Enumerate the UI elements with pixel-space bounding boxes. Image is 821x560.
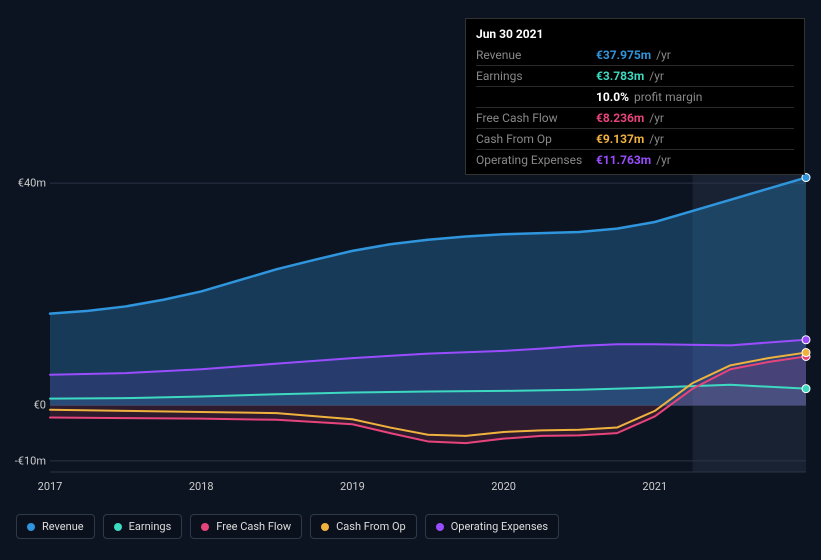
legend-item[interactable]: Revenue (16, 514, 95, 539)
legend-item[interactable]: Free Cash Flow (190, 514, 302, 539)
tooltip-row: Free Cash Flow€8.236m /yr (476, 108, 794, 129)
x-axis-label: 2020 (491, 480, 516, 493)
tooltip-row: Operating Expenses€11.763m /yr (476, 150, 794, 171)
data-tooltip: Jun 30 2021 Revenue€37.975m /yrEarnings€… (465, 18, 805, 175)
x-axis-label: 2017 (38, 480, 63, 493)
tooltip-row: Revenue€37.975m /yr (476, 45, 794, 66)
tooltip-row-value: €3.783m /yr (596, 66, 794, 87)
legend-dot-icon (201, 523, 209, 531)
tooltip-row-value: €11.763m /yr (596, 150, 794, 171)
tooltip-row-label: Cash From Op (476, 129, 596, 150)
legend-label: Free Cash Flow (216, 520, 291, 533)
x-axis-label: 2018 (189, 480, 214, 493)
tooltip-date: Jun 30 2021 (476, 25, 794, 45)
tooltip-row-label: Operating Expenses (476, 150, 596, 171)
y-axis-label: €0 (0, 399, 46, 412)
y-axis-label: -€10m (0, 454, 46, 467)
legend-item[interactable]: Earnings (103, 514, 183, 539)
tooltip-row-value: €9.137m /yr (596, 129, 794, 150)
legend-dot-icon (436, 523, 444, 531)
legend-item[interactable]: Cash From Op (310, 514, 417, 539)
legend-item[interactable]: Operating Expenses (425, 514, 559, 539)
y-axis-label: €40m (0, 177, 46, 190)
tooltip-row: Cash From Op€9.137m /yr (476, 129, 794, 150)
x-axis-label: 2021 (642, 480, 667, 493)
tooltip-table: Revenue€37.975m /yrEarnings€3.783m /yr10… (476, 45, 794, 170)
tooltip-row-label: Revenue (476, 45, 596, 66)
tooltip-row-value: €37.975m /yr (596, 45, 794, 66)
tooltip-row: 10.0% profit margin (476, 87, 794, 108)
tooltip-row-label: Earnings (476, 66, 596, 87)
tooltip-row: Earnings€3.783m /yr (476, 66, 794, 87)
legend-dot-icon (114, 523, 122, 531)
legend-label: Revenue (42, 520, 84, 533)
tooltip-row-value: 10.0% profit margin (596, 87, 794, 108)
tooltip-row-label: Free Cash Flow (476, 108, 596, 129)
legend-label: Earnings (129, 520, 172, 533)
tooltip-row-label (476, 87, 596, 108)
legend-label: Operating Expenses (451, 520, 548, 533)
chart-legend: Revenue Earnings Free Cash Flow Cash From O… (16, 514, 559, 539)
x-axis-label: 2019 (340, 480, 365, 493)
tooltip-row-value: €8.236m /yr (596, 108, 794, 129)
legend-dot-icon (321, 523, 329, 531)
legend-label: Cash From Op (336, 520, 406, 533)
financial-chart-panel: €40m €0 -€10m 2017 2018 2019 2020 2021 Jun 30 … (0, 0, 821, 560)
legend-dot-icon (27, 523, 35, 531)
